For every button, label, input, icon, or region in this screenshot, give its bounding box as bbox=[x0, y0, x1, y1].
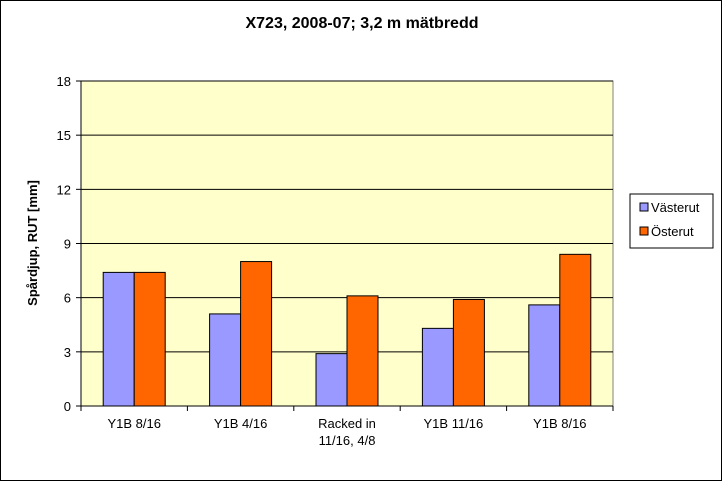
y-tick-label: 9 bbox=[64, 237, 71, 252]
x-tick-label: Y1B 8/16 bbox=[107, 416, 161, 431]
y-axis-label: Spårdjup, RUT [mm] bbox=[25, 180, 40, 306]
legend-label: Västerut bbox=[651, 200, 700, 215]
y-tick-label: 6 bbox=[64, 291, 71, 306]
x-tick-labels: Y1B 8/16 Y1B 4/16 Racked in 11/16, 4/8 Y1B 1… bbox=[107, 416, 586, 448]
y-tick-label: 3 bbox=[64, 345, 71, 360]
legend-swatch bbox=[639, 202, 649, 212]
bar--sterut bbox=[133, 271, 166, 407]
bars bbox=[102, 253, 592, 407]
bar--sterut bbox=[240, 261, 273, 407]
y-tick-label: 18 bbox=[57, 74, 71, 89]
x-tick-label: Racked in bbox=[318, 416, 376, 431]
axes bbox=[76, 80, 614, 411]
bar--sterut bbox=[346, 295, 379, 407]
bar--sterut bbox=[452, 298, 485, 407]
legend-label: Österut bbox=[651, 224, 694, 239]
legend: Västerut Österut bbox=[629, 193, 714, 249]
x-tick-label: 11/16, 4/8 bbox=[319, 433, 376, 448]
bar-v-sterut bbox=[209, 313, 242, 407]
gridlines bbox=[81, 80, 613, 353]
x-tick-label: Y1B 4/16 bbox=[214, 416, 268, 431]
x-tick-label: Y1B 8/16 bbox=[533, 416, 587, 431]
bar-v-sterut bbox=[421, 327, 454, 407]
x-tick-label: Y1B 11/16 bbox=[424, 416, 484, 431]
y-tick-label: 15 bbox=[57, 128, 71, 143]
bar-v-sterut bbox=[315, 353, 348, 407]
y-tick-label: 0 bbox=[64, 399, 71, 414]
chart-title: X723, 2008-07; 3,2 m mätbredd bbox=[245, 15, 478, 32]
y-tick-labels: 0 3 6 9 12 15 18 bbox=[57, 74, 71, 414]
y-tick-label: 12 bbox=[57, 182, 71, 197]
bar-v-sterut bbox=[528, 304, 561, 407]
legend-swatch bbox=[639, 226, 649, 236]
bar-v-sterut bbox=[102, 271, 135, 407]
bar--sterut bbox=[559, 253, 592, 407]
